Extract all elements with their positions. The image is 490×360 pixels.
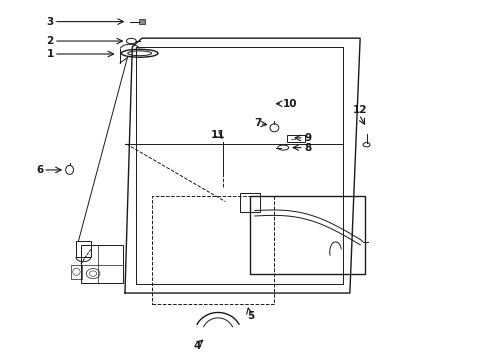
Bar: [76, 241, 91, 257]
Text: 10: 10: [283, 99, 298, 109]
Bar: [71, 265, 82, 279]
Text: 6: 6: [37, 165, 44, 175]
Text: 2: 2: [47, 36, 54, 46]
Text: 12: 12: [353, 105, 368, 115]
Text: 4: 4: [194, 341, 201, 351]
Text: 7: 7: [254, 118, 261, 128]
Bar: [81, 245, 122, 283]
Text: 3: 3: [47, 17, 54, 27]
Bar: [240, 193, 260, 212]
Bar: [139, 19, 145, 24]
Text: 1: 1: [47, 49, 54, 59]
Bar: [152, 196, 274, 304]
Text: 9: 9: [305, 133, 312, 143]
Text: 11: 11: [211, 130, 225, 140]
Bar: [250, 196, 365, 274]
Text: 5: 5: [247, 311, 255, 321]
Bar: [287, 135, 305, 142]
Text: 8: 8: [305, 143, 312, 153]
